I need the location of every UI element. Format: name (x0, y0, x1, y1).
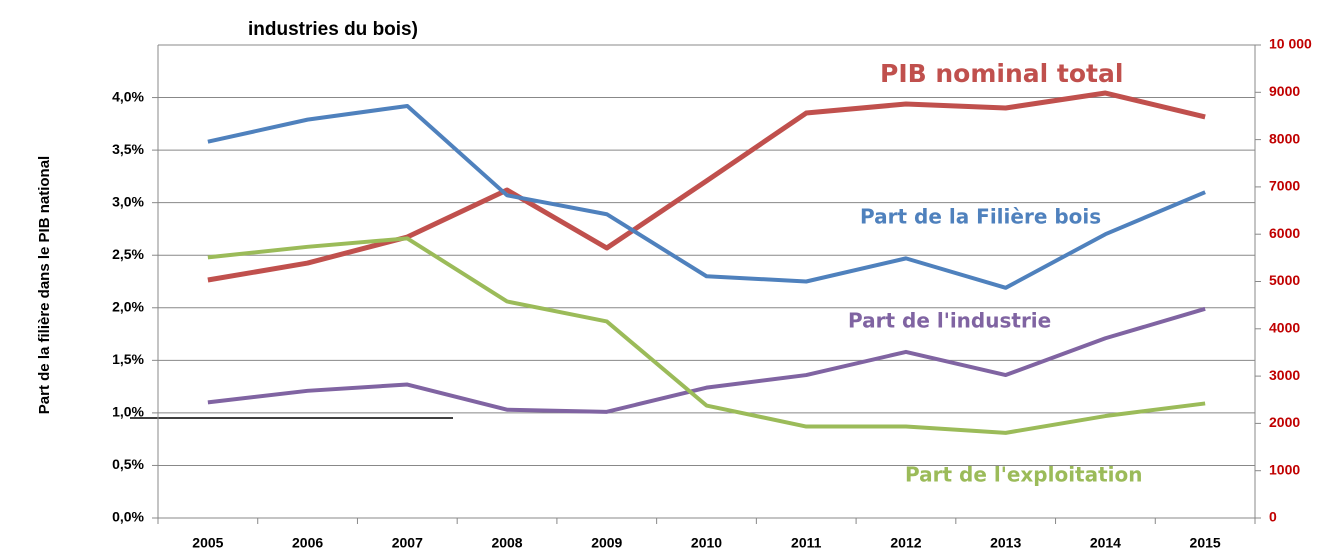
y2-tick-label: 6000 (1269, 225, 1300, 241)
series-line (207, 236, 1206, 435)
y2-tick-label: 0 (1269, 509, 1277, 525)
y-tick-label: 0,5% (112, 456, 144, 472)
y-axis-label: Part de la filière dans le PIB national (36, 156, 53, 414)
x-tick-label: 2008 (491, 535, 522, 551)
y2-tick-label: 7000 (1269, 178, 1300, 194)
x-tick-label: 2009 (591, 535, 622, 551)
x-tick-label: 2015 (1190, 535, 1221, 551)
series-line (207, 90, 1206, 283)
series-label: PIB nominal total (880, 59, 1123, 88)
x-tick-label: 2010 (691, 535, 722, 551)
y2-tick-label: 5000 (1269, 272, 1300, 288)
y2-tick-label: 8000 (1269, 130, 1300, 146)
y-tick-label: 1,0% (112, 404, 144, 420)
y2-tick-label: 10 000 (1269, 36, 1312, 52)
x-tick-label: 2011 (791, 535, 822, 551)
y-tick-label: 3,0% (112, 193, 144, 209)
y-tick-label: 4,0% (112, 88, 144, 104)
y-tick-label: 2,5% (112, 246, 144, 262)
y2-tick-label: 9000 (1269, 83, 1300, 99)
y-tick-label: 1,5% (112, 351, 144, 367)
chart-title: industries du bois) (248, 19, 418, 40)
x-tick-label: 2005 (192, 535, 223, 551)
series-label: Part de l'exploitation (905, 463, 1143, 487)
y-tick-label: 2,0% (112, 298, 144, 314)
series-line (207, 306, 1206, 414)
series-line (207, 103, 1206, 290)
y2-tick-label: 4000 (1269, 320, 1300, 336)
y-tick-label: 3,5% (112, 141, 144, 157)
series-label: Part de l'industrie (848, 309, 1051, 333)
x-tick-label: 2007 (392, 535, 423, 551)
x-tick-label: 2014 (1090, 535, 1121, 551)
series-label: Part de la Filière bois (860, 205, 1101, 229)
y2-tick-label: 1000 (1269, 461, 1300, 477)
x-tick-label: 2013 (990, 535, 1021, 551)
x-tick-label: 2006 (292, 535, 323, 551)
y-tick-label: 0,0% (112, 509, 144, 525)
y2-tick-label: 3000 (1269, 367, 1300, 383)
x-tick-label: 2012 (890, 535, 921, 551)
y2-tick-label: 2000 (1269, 414, 1300, 430)
